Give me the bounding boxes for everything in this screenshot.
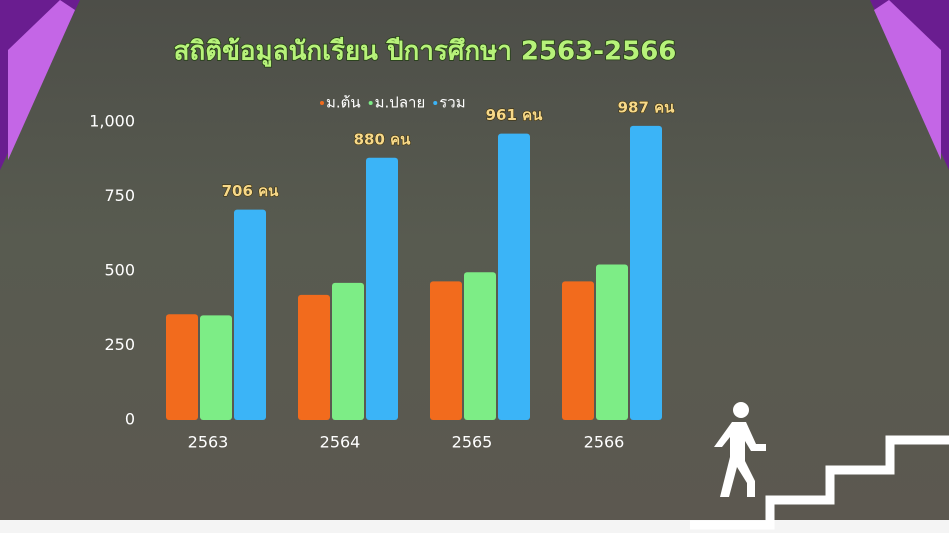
bar <box>234 210 266 420</box>
bar <box>166 314 198 420</box>
y-tick-label: 500 <box>104 261 135 280</box>
bar <box>630 126 662 420</box>
bar <box>498 134 530 420</box>
value-label: 880 คน <box>354 130 412 148</box>
bar <box>200 315 232 420</box>
bar <box>332 283 364 420</box>
y-tick-label: 0 <box>125 410 135 429</box>
legend-label: รวม <box>439 94 465 112</box>
bar <box>596 264 628 420</box>
bar <box>430 281 462 420</box>
chart-title: สถิติข้อมูลนักเรียน ปีการศึกษา 2563-2566 <box>174 37 677 68</box>
y-tick-label: 750 <box>104 186 135 205</box>
value-label: 961 คน <box>486 106 544 124</box>
x-tick-label: 2565 <box>452 433 493 452</box>
x-tick-label: 2564 <box>320 433 361 452</box>
bar <box>464 272 496 420</box>
legend-marker <box>369 101 373 105</box>
bottom-strip <box>0 520 949 533</box>
legend-marker <box>433 101 437 105</box>
bar <box>562 281 594 420</box>
y-tick-label: 250 <box>104 335 135 354</box>
value-label: 706 คน <box>222 182 280 200</box>
x-tick-label: 2563 <box>188 433 229 452</box>
slide: สถิติข้อมูลนักเรียน ปีการศึกษา 2563-2566… <box>0 0 949 533</box>
x-tick-label: 2566 <box>584 433 625 452</box>
value-label: 987 คน <box>618 98 676 116</box>
legend-label: ม.ต้น <box>326 94 361 112</box>
legend-marker <box>320 101 324 105</box>
legend-label: ม.ปลาย <box>375 94 426 112</box>
background <box>0 0 949 533</box>
y-tick-label: 1,000 <box>89 112 135 131</box>
bar <box>366 158 398 420</box>
bar <box>298 295 330 420</box>
